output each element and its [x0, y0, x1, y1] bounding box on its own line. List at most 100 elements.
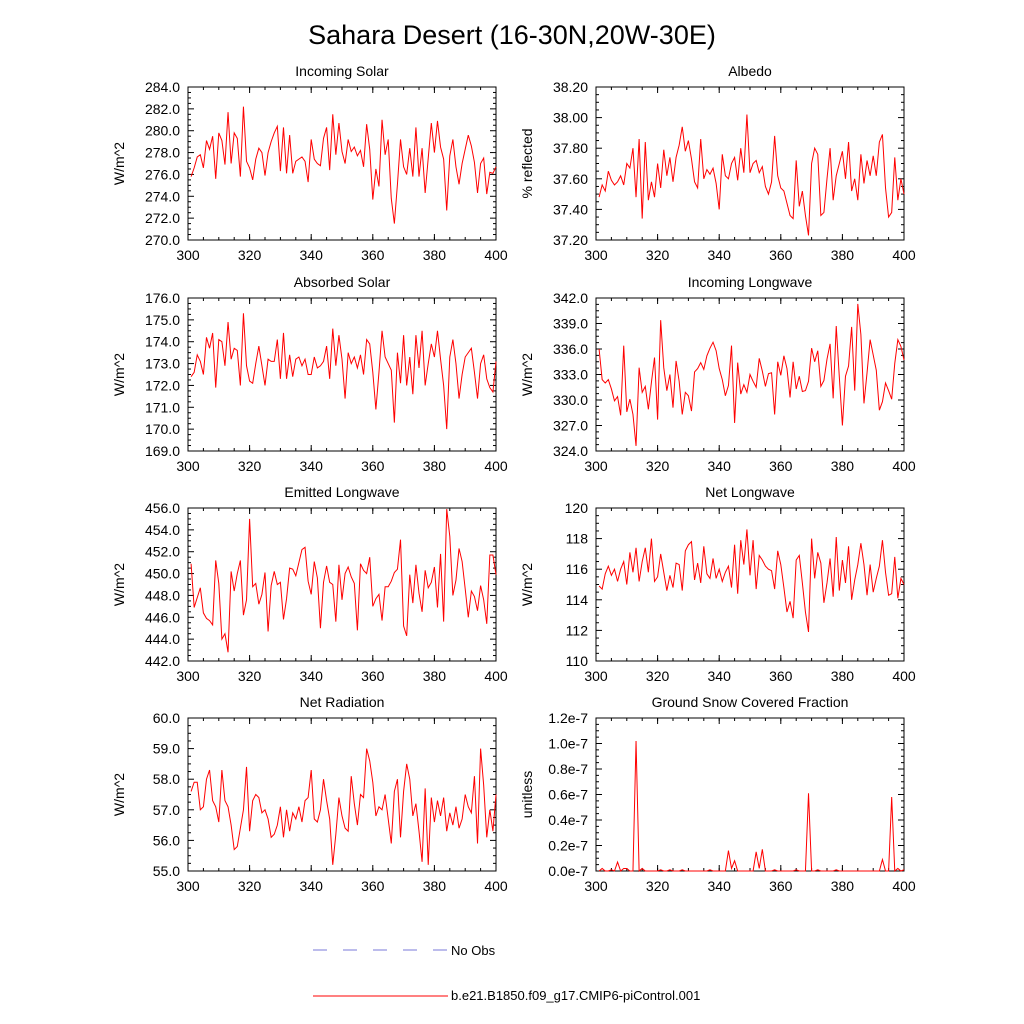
x-tick-label: 340 [300, 878, 324, 894]
panel-grid: Incoming Solar W/m^2 300 320 340 360 380 400 270… [111, 63, 916, 894]
y-tick-label: 278.0 [145, 145, 180, 161]
x-tick-label: 320 [238, 247, 262, 263]
y-tick-label: 330.0 [553, 392, 588, 408]
x-tick-label: 400 [484, 458, 508, 474]
x-tick-label: 360 [769, 668, 793, 684]
x-tick-label: 380 [831, 878, 855, 894]
x-tick-label: 320 [646, 878, 670, 894]
y-tick-label: 170.0 [145, 421, 180, 437]
y-tick-label: 37.20 [553, 232, 588, 248]
y-tick-label: 56.0 [153, 832, 180, 848]
y-tick-label: 59.0 [153, 741, 180, 757]
y-tick-label: 37.80 [553, 140, 588, 156]
x-tick-label: 380 [423, 458, 447, 474]
panel-title: Absorbed Solar [294, 274, 391, 290]
x-tick-label: 320 [238, 878, 262, 894]
chart-panel: Emitted Longwave W/m^2 300 320 340 360 380 400 4… [111, 484, 508, 684]
y-tick-label: 38.20 [553, 79, 588, 95]
y-tick-label: 276.0 [145, 166, 180, 182]
x-tick-label: 320 [238, 458, 262, 474]
x-tick-label: 300 [584, 247, 608, 263]
panel-title: Incoming Solar [295, 63, 389, 79]
x-tick-label: 300 [176, 247, 200, 263]
x-tick-label: 340 [300, 247, 324, 263]
chart-panel: Ground Snow Covered Fraction unitless 300 3… [519, 694, 916, 894]
y-axis-label: W/m^2 [111, 142, 127, 185]
y-tick-label: 454.0 [145, 522, 180, 538]
y-tick-label: 176.0 [145, 290, 180, 306]
y-tick-label: 60.0 [153, 710, 180, 726]
y-axis-label: W/m^2 [519, 563, 535, 606]
x-tick-label: 320 [646, 458, 670, 474]
y-tick-label: 342.0 [553, 290, 588, 306]
y-tick-label: 38.00 [553, 110, 588, 126]
y-tick-label: 0.0e-7 [548, 863, 588, 879]
x-tick-label: 300 [584, 878, 608, 894]
y-tick-label: 284.0 [145, 79, 180, 95]
x-tick-label: 300 [176, 668, 200, 684]
y-tick-label: 174.0 [145, 334, 180, 350]
x-tick-label: 320 [238, 668, 262, 684]
y-axis-label: W/m^2 [111, 563, 127, 606]
y-tick-label: 456.0 [145, 500, 180, 516]
y-tick-label: 57.0 [153, 802, 180, 818]
legend-model-label: b.e21.B1850.f09_g17.CMIP6-piControl.001 [451, 988, 700, 1003]
chart-panel: Incoming Longwave W/m^2 300 320 340 360 380 400… [519, 274, 916, 474]
y-tick-label: 172.0 [145, 377, 180, 393]
y-tick-label: 1.0e-7 [548, 736, 588, 752]
y-tick-label: 110 [566, 653, 589, 669]
plot-frame [595, 717, 905, 872]
x-tick-label: 400 [892, 458, 916, 474]
series-line [190, 313, 497, 430]
y-tick-label: 118 [566, 531, 589, 547]
figure-title: Sahara Desert (16-30N,20W-30E) [308, 20, 716, 50]
series-line [598, 303, 905, 446]
legend-obs-label: No Obs [451, 943, 496, 958]
y-tick-label: 37.40 [553, 201, 588, 217]
y-tick-label: 58.0 [153, 771, 180, 787]
y-tick-label: 37.60 [553, 171, 588, 187]
series-line [190, 106, 497, 224]
x-tick-label: 300 [584, 458, 608, 474]
panel-title: Albedo [728, 63, 772, 79]
x-tick-label: 300 [176, 458, 200, 474]
y-tick-label: 446.0 [145, 609, 180, 625]
x-tick-label: 400 [892, 878, 916, 894]
x-tick-label: 300 [584, 668, 608, 684]
y-tick-label: 324.0 [553, 443, 588, 459]
y-axis-label: W/m^2 [519, 353, 535, 396]
series-line [598, 529, 905, 633]
legend: No Obs b.e21.B1850.f09_g17.CMIP6-piContr… [313, 943, 700, 1003]
x-tick-label: 400 [484, 247, 508, 263]
y-tick-label: 280.0 [145, 123, 180, 139]
x-tick-label: 340 [708, 458, 732, 474]
y-tick-label: 327.0 [553, 418, 588, 434]
x-tick-label: 360 [361, 668, 385, 684]
x-tick-label: 380 [423, 668, 447, 684]
y-tick-label: 112 [566, 622, 589, 638]
y-axis-label: W/m^2 [111, 773, 127, 816]
chart-panel: Net Longwave W/m^2 300 320 340 360 380 400 110 11… [519, 484, 916, 684]
x-tick-label: 400 [892, 668, 916, 684]
y-tick-label: 1.2e-7 [548, 710, 588, 726]
y-tick-label: 0.8e-7 [548, 761, 588, 777]
y-axis-label: W/m^2 [111, 353, 127, 396]
y-tick-label: 169.0 [145, 443, 180, 459]
y-tick-label: 114 [566, 592, 589, 608]
x-tick-label: 360 [769, 878, 793, 894]
plot-frame [187, 297, 497, 452]
y-tick-label: 282.0 [145, 101, 180, 117]
y-tick-label: 448.0 [145, 587, 180, 603]
y-tick-label: 339.0 [553, 316, 588, 332]
y-axis-label: % reflected [519, 128, 535, 198]
y-tick-label: 173.0 [145, 356, 180, 372]
y-tick-label: 175.0 [145, 312, 180, 328]
x-tick-label: 400 [484, 668, 508, 684]
y-tick-label: 274.0 [145, 188, 180, 204]
panel-title: Emitted Longwave [284, 484, 399, 500]
y-tick-label: 0.4e-7 [548, 812, 588, 828]
chart-panel: Net Radiation W/m^2 300 320 340 360 380 400 55.0… [111, 694, 508, 894]
plot-frame [187, 507, 497, 662]
y-axis-label: unitless [519, 771, 535, 818]
